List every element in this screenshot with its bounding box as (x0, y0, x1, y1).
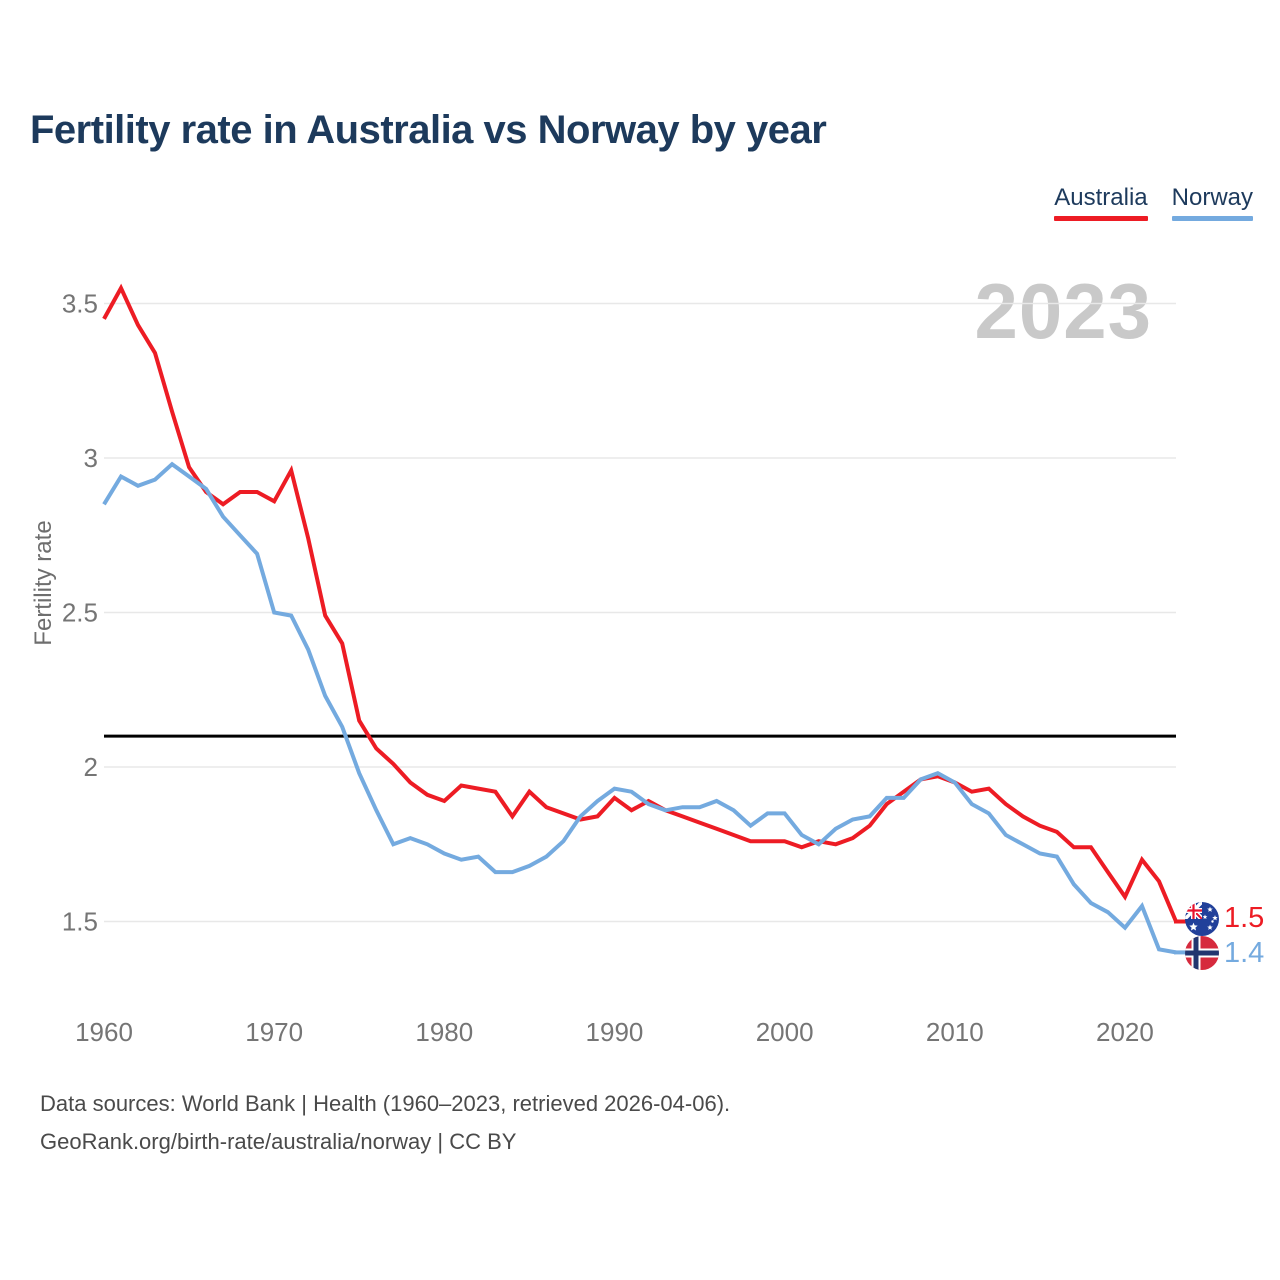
legend-item-australia[interactable]: Australia (1054, 184, 1148, 221)
x-tick-label: 2010 (926, 1017, 984, 1047)
y-tick-label: 2 (84, 752, 98, 782)
legend-item-norway[interactable]: Norway (1171, 184, 1253, 221)
end-value-norway: 1.4 (1224, 937, 1265, 969)
legend-label-norway: Norway (1171, 184, 1253, 211)
x-tick-label: 1990 (586, 1017, 644, 1047)
footer-line-1: Data sources: World Bank | Health (1960–… (40, 1091, 731, 1116)
end-value-australia: 1.5 (1224, 902, 1265, 934)
series-line-australia (102, 283, 1178, 923)
legend: Australia Norway (1054, 184, 1253, 221)
year-watermark: 2023 (974, 267, 1152, 355)
legend-underline-norway (1171, 216, 1253, 221)
australia-flag-icon (1185, 902, 1219, 936)
y-tick-label: 1.5 (62, 907, 98, 937)
page-title: Fertility rate in Australia vs Norway by… (30, 108, 827, 152)
x-tick-label: 1980 (415, 1017, 473, 1047)
x-tick-label: 2020 (1096, 1017, 1154, 1047)
x-tick-label: 1960 (75, 1017, 133, 1047)
x-tick-label: 2000 (756, 1017, 814, 1047)
y-tick-label: 3.5 (62, 289, 98, 319)
y-tick-label: 2.5 (62, 598, 98, 628)
legend-label-australia: Australia (1054, 184, 1148, 211)
legend-underline-australia (1054, 216, 1148, 221)
y-tick-label: 3 (84, 443, 98, 473)
footer: Data sources: World Bank | Health (1960–… (40, 1085, 730, 1161)
x-tick-label: 1970 (245, 1017, 303, 1047)
footer-line-2: GeoRank.org/birth-rate/australia/norway … (40, 1129, 517, 1154)
series-line-norway (102, 461, 1177, 955)
norway-flag-icon (1185, 936, 1219, 970)
